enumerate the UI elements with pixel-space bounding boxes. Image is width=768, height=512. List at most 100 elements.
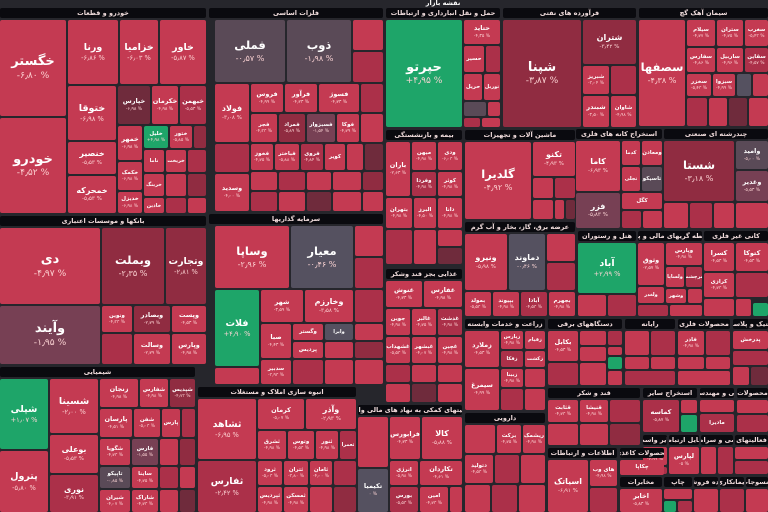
treemap-tile[interactable] [580, 347, 606, 361]
treemap-tile[interactable] [160, 467, 178, 488]
treemap-tile[interactable]: پدرخش [733, 331, 768, 349]
treemap-tile[interactable]: ونیرو -۵٫۹۸ % [465, 234, 507, 290]
treemap-tile[interactable] [386, 384, 410, 402]
treemap-tile[interactable] [737, 74, 751, 96]
treemap-tile[interactable]: کرمان -۵٫۰۷ % [258, 399, 304, 429]
treemap-tile[interactable]: وتجارت -۲٫۸۱ % [166, 228, 206, 304]
treemap-tile[interactable]: حتاید -۴٫۳۵ % [464, 20, 500, 44]
treemap-tile[interactable]: انرژی -۵٫۹۸ % [390, 461, 418, 485]
treemap-tile[interactable]: وفردا -۴٫۹۸ % [412, 172, 436, 196]
treemap-tile[interactable]: ولغدر [638, 287, 664, 303]
treemap-tile[interactable] [438, 384, 462, 402]
treemap-tile[interactable]: شبریز -۳٫۰۴ % [583, 66, 609, 94]
treemap-tile[interactable]: پردیس [293, 342, 323, 358]
treemap-tile[interactable] [753, 303, 768, 316]
treemap-tile[interactable]: بوعلی -۵٫۵۳ % [50, 435, 98, 473]
treemap-tile[interactable]: شاوان -۴٫۹۸ % [611, 96, 636, 127]
treemap-tile[interactable]: ثمسکن -۴٫۹۸ % [284, 487, 308, 512]
treemap-tile[interactable] [519, 485, 545, 512]
treemap-tile[interactable] [610, 424, 640, 445]
treemap-tile[interactable]: وثوق -۲٫۵۷ % [638, 243, 664, 285]
treemap-tile[interactable]: ورنا -۶٫۸۶ % [68, 20, 118, 84]
treemap-tile[interactable] [279, 192, 305, 211]
treemap-tile[interactable]: مادیرا [700, 414, 734, 432]
treemap-tile[interactable] [355, 324, 383, 340]
treemap-tile[interactable]: های وب -۴٫۹۸ % [590, 460, 617, 486]
treemap-tile[interactable]: آبادا -۴٫۵۳ % [521, 292, 547, 316]
treemap-tile[interactable] [412, 384, 436, 402]
treemap-tile[interactable]: خپارس -۶٫۹۸ % [118, 86, 150, 124]
treemap-tile[interactable] [182, 409, 195, 437]
treemap-tile[interactable] [670, 305, 702, 316]
treemap-tile[interactable]: فسبزوار -۱٫۵۴ % [307, 114, 335, 142]
treemap-tile[interactable] [465, 485, 490, 512]
treemap-tile[interactable]: ثرود -۵٫۰۳ % [258, 461, 282, 485]
treemap-tile[interactable] [363, 172, 383, 190]
treemap-tile[interactable]: فملی -۰٫۵۷ % [215, 20, 285, 82]
treemap-tile[interactable] [482, 118, 500, 127]
treemap-tile[interactable]: خمحرکه -۵٫۵۳ % [68, 176, 116, 213]
treemap-tile[interactable]: ناما [144, 150, 164, 172]
treemap-tile[interactable] [737, 415, 768, 432]
treemap-tile[interactable] [580, 331, 606, 345]
treemap-tile[interactable] [690, 203, 712, 228]
treemap-tile[interactable] [438, 365, 462, 382]
treemap-tile[interactable] [608, 331, 622, 345]
treemap-tile[interactable] [492, 485, 517, 512]
treemap-tile[interactable]: خزامیا -۶٫۰۳ % [120, 20, 158, 84]
treemap-tile[interactable] [678, 371, 730, 385]
treemap-tile[interactable] [709, 98, 727, 126]
treemap-tile[interactable] [361, 114, 383, 142]
treemap-tile[interactable] [358, 417, 388, 467]
treemap-tile[interactable]: خاور -۵٫۸۷ % [160, 20, 206, 84]
treemap-tile[interactable]: شپلی +۱٫۰۷ % [0, 379, 48, 449]
treemap-tile[interactable]: شفارس -۴٫۹۸ % [140, 379, 168, 407]
treemap-tile[interactable] [694, 489, 718, 512]
treemap-tile[interactable]: بپیوند -۴٫۹۸ % [493, 292, 519, 316]
treemap-tile[interactable]: شگویا -۴٫۷۳ % [100, 439, 130, 465]
treemap-tile[interactable] [310, 487, 332, 512]
treemap-tile[interactable]: غشهداب -۵٫۵۳ % [386, 337, 410, 363]
treemap-tile[interactable]: وپارس -۴٫۹۸ % [172, 334, 206, 364]
treemap-tile[interactable]: غبشهر -۴٫۰۷ % [412, 337, 436, 363]
treemap-tile[interactable] [363, 192, 383, 211]
treemap-tile[interactable]: ستران -۴٫۷۵ % [717, 20, 743, 46]
treemap-tile[interactable]: وسالت -۲٫۷۹ % [134, 334, 170, 364]
treemap-tile[interactable] [718, 447, 733, 474]
treemap-tile[interactable] [547, 263, 575, 290]
treemap-tile[interactable]: برکت -۴٫۷۵ % [497, 425, 521, 453]
treemap-tile[interactable] [355, 290, 383, 322]
treemap-tile[interactable]: البرز -۴٫۵۰ % [414, 198, 436, 228]
treemap-tile[interactable]: پارس [162, 409, 180, 437]
treemap-tile[interactable]: صبا -۴٫۴۳ % [261, 324, 291, 358]
treemap-tile[interactable]: اسیاتک -۶٫۹۱ % [548, 460, 588, 512]
treemap-tile[interactable] [386, 230, 412, 264]
treemap-tile[interactable] [501, 389, 523, 410]
treemap-tile[interactable]: گلدیرا -۴٫۹۲ % [465, 142, 531, 219]
treemap-tile[interactable]: نوری -۳٫۹۱ % [50, 475, 98, 512]
treemap-tile[interactable]: تاسیکو [642, 167, 662, 191]
treemap-tile[interactable] [611, 66, 636, 94]
treemap-tile[interactable]: سفارس -۴٫۸۶ % [687, 48, 715, 72]
treemap-tile[interactable]: سقاین -۴٫۵۷ % [745, 48, 768, 72]
treemap-tile[interactable]: کویر [325, 144, 345, 170]
treemap-tile[interactable] [735, 447, 768, 459]
treemap-tile[interactable]: ختور -۵٫۸۵ % [170, 126, 192, 148]
treemap-tile[interactable]: ذوب -۱٫۹۸ % [287, 20, 351, 82]
treemap-tile[interactable]: پترول -۵٫۸۰ % [0, 451, 48, 512]
treemap-tile[interactable] [664, 489, 692, 499]
treemap-tile[interactable] [166, 174, 186, 196]
treemap-tile[interactable]: کدما [622, 141, 640, 165]
treemap-tile[interactable] [160, 439, 178, 465]
treemap-tile[interactable] [486, 46, 500, 72]
treemap-tile[interactable]: کوثر -۴٫۹۸ % [438, 172, 462, 196]
treemap-tile[interactable]: شیران -۴٫۰۷ % [100, 490, 130, 512]
treemap-tile[interactable]: فاذر -۴٫۹۸ % [678, 331, 704, 355]
treemap-tile[interactable] [495, 455, 519, 483]
treemap-tile[interactable]: زکشت [525, 351, 545, 367]
treemap-tile[interactable] [555, 200, 564, 219]
treemap-tile[interactable] [701, 447, 716, 474]
treemap-tile[interactable]: آباد +۲٫۹۹ % [578, 243, 636, 293]
treemap-tile[interactable]: خلیل +۴٫۹۸ % [144, 126, 168, 148]
treemap-tile[interactable]: سخزر -۵٫۴۳ % [687, 74, 711, 96]
